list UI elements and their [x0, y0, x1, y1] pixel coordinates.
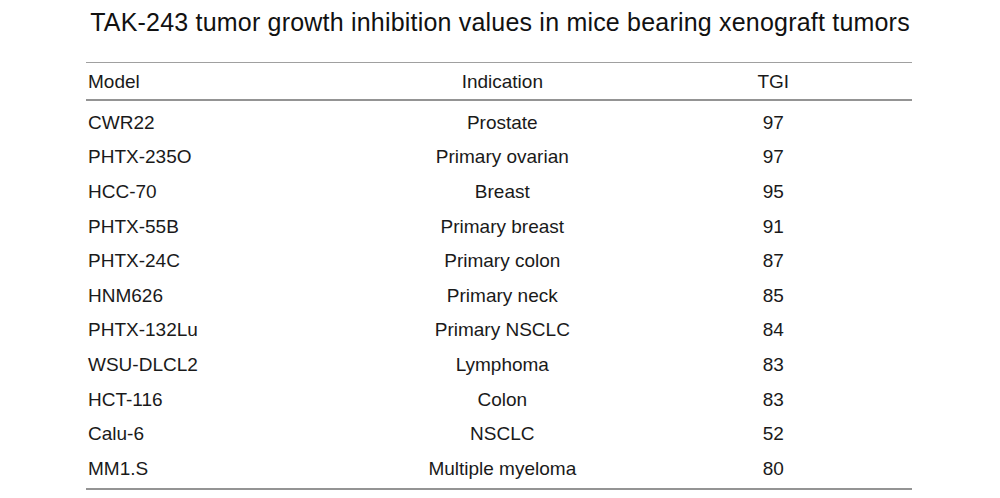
cell-indication: Primary neck — [370, 286, 634, 305]
cell-tgi: 85 — [634, 286, 912, 305]
cell-indication: Prostate — [370, 113, 634, 132]
cell-indication: Lymphoma — [370, 355, 634, 374]
cell-model: HCC-70 — [86, 182, 370, 201]
cell-tgi: 83 — [634, 355, 912, 374]
cell-tgi: 97 — [634, 147, 912, 166]
cell-model: HCT-116 — [86, 390, 370, 409]
table-row: PHTX-132LuPrimary NSCLC84 — [86, 313, 912, 348]
cell-tgi: 95 — [634, 182, 912, 201]
cell-tgi: 80 — [634, 459, 912, 478]
table-row: Calu-6NSCLC52 — [86, 416, 912, 451]
table-row: PHTX-235OPrimary ovarian97 — [86, 140, 912, 175]
cell-tgi: 84 — [634, 320, 912, 339]
figure-table-page: TAK-243 tumor growth inhibition values i… — [0, 0, 1000, 498]
cell-indication: Primary ovarian — [370, 147, 634, 166]
cell-indication: Multiple myeloma — [370, 459, 634, 478]
cell-indication: Breast — [370, 182, 634, 201]
cell-tgi: 91 — [634, 217, 912, 236]
table-row: HCC-70Breast95 — [86, 174, 912, 209]
cell-indication: Primary breast — [370, 217, 634, 236]
column-header-model: Model — [86, 72, 370, 91]
table-row: MM1.SMultiple myeloma80 — [86, 451, 912, 486]
cell-model: PHTX-55B — [86, 217, 370, 236]
table-row: HNM626Primary neck85 — [86, 278, 912, 313]
tgi-table: Model Indication TGI CWR22Prostate97PHTX… — [86, 62, 912, 490]
cell-tgi: 52 — [634, 424, 912, 443]
cell-model: PHTX-132Lu — [86, 320, 370, 339]
cell-indication: Colon — [370, 390, 634, 409]
cell-model: PHTX-24C — [86, 251, 370, 270]
table-body: CWR22Prostate97PHTX-235OPrimary ovarian9… — [86, 101, 912, 490]
cell-indication: Primary NSCLC — [370, 320, 634, 339]
column-header-tgi: TGI — [634, 72, 912, 91]
cell-model: MM1.S — [86, 459, 370, 478]
cell-tgi: 97 — [634, 113, 912, 132]
cell-indication: NSCLC — [370, 424, 634, 443]
table-row: WSU-DLCL2Lymphoma83 — [86, 347, 912, 382]
cell-model: PHTX-235O — [86, 147, 370, 166]
cell-model: WSU-DLCL2 — [86, 355, 370, 374]
table-row: HCT-116Colon83 — [86, 382, 912, 417]
table-header-row: Model Indication TGI — [86, 62, 912, 101]
cell-tgi: 83 — [634, 390, 912, 409]
table-row: PHTX-55BPrimary breast91 — [86, 209, 912, 244]
table-title: TAK-243 tumor growth inhibition values i… — [0, 8, 1000, 37]
column-header-indication: Indication — [370, 72, 634, 91]
cell-indication: Primary colon — [370, 251, 634, 270]
table-row: PHTX-24CPrimary colon87 — [86, 243, 912, 278]
cell-model: HNM626 — [86, 286, 370, 305]
cell-model: Calu-6 — [86, 424, 370, 443]
cell-tgi: 87 — [634, 251, 912, 270]
table-row: CWR22Prostate97 — [86, 105, 912, 140]
cell-model: CWR22 — [86, 113, 370, 132]
